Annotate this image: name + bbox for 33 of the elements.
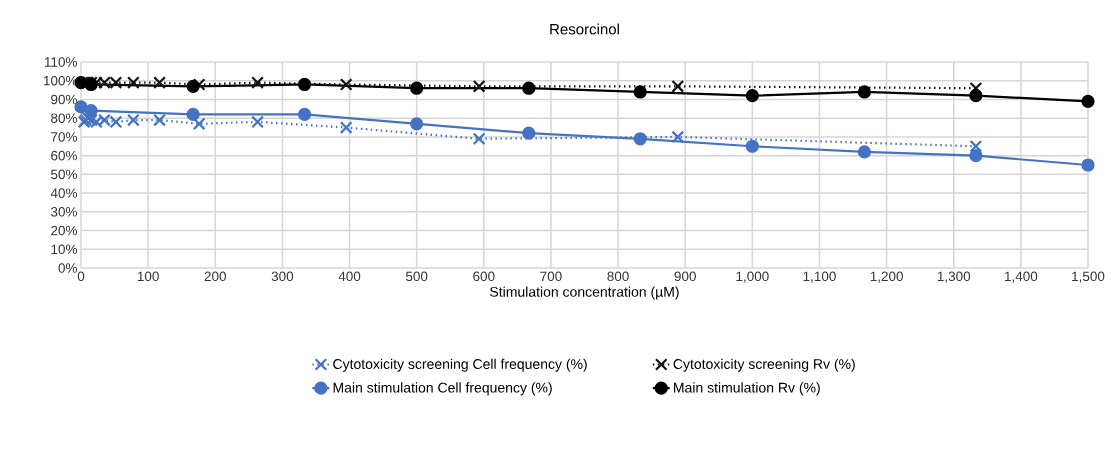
y-tick-label: 30%: [50, 207, 77, 217]
y-tick-label: 40%: [50, 188, 77, 198]
x-tick-label: 200: [204, 271, 226, 282]
legend-label: Main stimulation Rv (%): [674, 382, 820, 396]
x-tick-label: 300: [271, 271, 294, 282]
y-tick-label: 0%: [58, 263, 77, 273]
x-tick-label: 900: [674, 271, 696, 282]
x-tick-label: 800: [607, 271, 629, 282]
y-tick-label: 50%: [51, 169, 77, 180]
x-tick-label: 600: [473, 271, 495, 282]
y-tick-label: 80%: [51, 113, 77, 123]
y-tick-label: 110%: [44, 57, 77, 67]
x-tick-label: 700: [540, 271, 562, 282]
x-tick-label: 1,100: [803, 271, 836, 283]
chart-title: Resorcinol: [550, 23, 619, 35]
x-tick-label: 100: [137, 271, 159, 282]
x-tick-label: 1,400: [1005, 271, 1038, 283]
x-tick-label: 1,200: [870, 271, 903, 283]
y-tick-label: 60%: [51, 150, 77, 161]
legend-label: Cytotoxicity screening Rv (%): [673, 358, 855, 372]
y-tick-label: 70%: [51, 132, 77, 142]
x-tick-label: 500: [405, 271, 428, 282]
x-tick-label: 400: [338, 271, 361, 282]
legend-label: Main stimulation Cell frequency (%): [333, 382, 552, 396]
y-tick-label: 90%: [51, 94, 77, 105]
x-tick-label: 0: [77, 271, 85, 282]
y-tick-label: 20%: [51, 225, 77, 236]
x-tick-label: 1,000: [736, 271, 769, 283]
legend-label: Cytotoxicity screening Cell frequency (%): [333, 358, 587, 372]
y-tick-label: 10%: [51, 244, 77, 255]
x-tick-label: 1,300: [937, 271, 971, 283]
x-tick-label: 1,500: [1072, 271, 1105, 283]
x-axis-title: Stimulation concentration (µM): [490, 286, 679, 300]
